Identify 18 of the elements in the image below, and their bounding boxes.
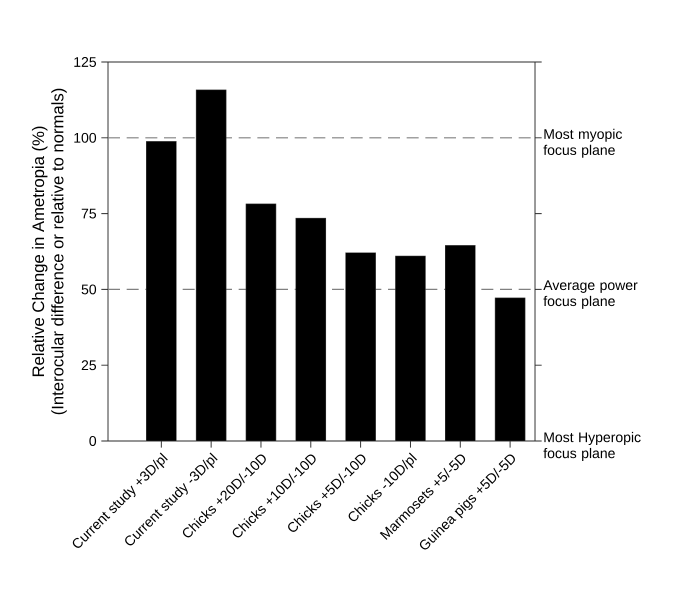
y-tick-label: 125 bbox=[74, 57, 96, 67]
bar bbox=[395, 256, 426, 442]
bar bbox=[146, 141, 177, 442]
bar bbox=[296, 218, 326, 442]
y-tick-label: 25 bbox=[82, 360, 96, 370]
y-tick-label: 50 bbox=[82, 284, 96, 294]
y-tick-label: 0 bbox=[89, 436, 96, 446]
ref-line-label: Most myopic focus plane bbox=[543, 128, 622, 158]
bar bbox=[494, 298, 526, 442]
bar bbox=[196, 90, 226, 442]
bar bbox=[445, 245, 476, 442]
bar bbox=[345, 252, 376, 442]
text: Most Hyperopic focus plane bbox=[543, 432, 641, 461]
bar bbox=[246, 204, 276, 442]
y-tick-label: 75 bbox=[82, 208, 96, 218]
y-tick-label: 100 bbox=[74, 132, 96, 143]
y-axis-title: Relative Change in Ametropia (%) (Interocular difference or relative to normals) bbox=[32, 88, 67, 414]
ref-line-label: Average power focus plane bbox=[543, 280, 638, 309]
